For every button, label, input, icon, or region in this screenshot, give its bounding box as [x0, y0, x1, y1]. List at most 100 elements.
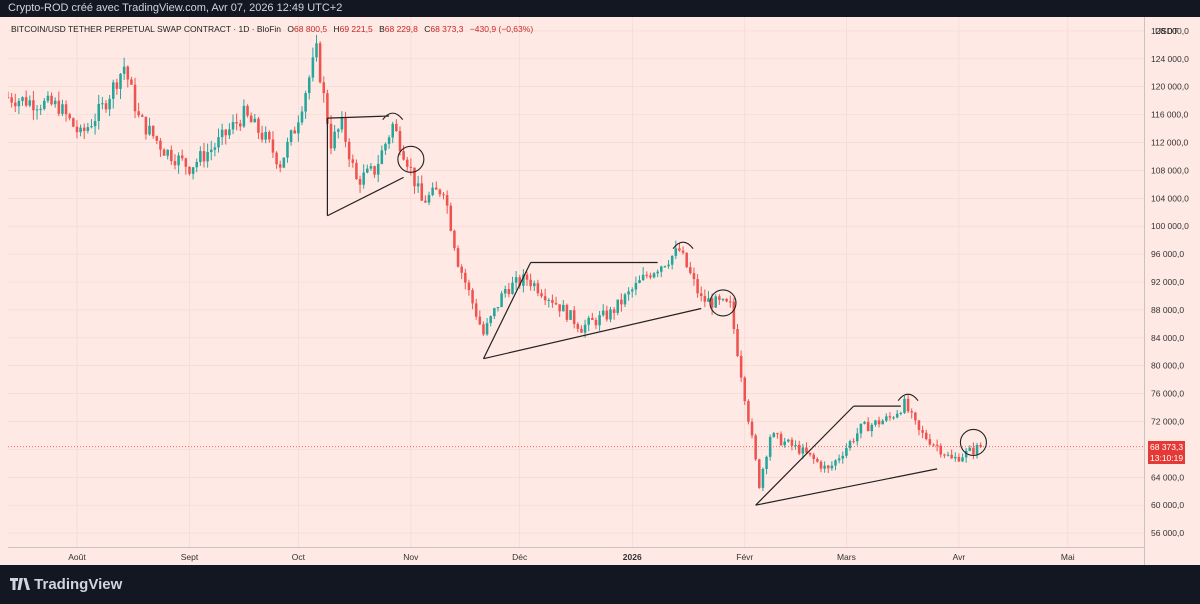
candle-body — [826, 465, 830, 469]
candle-body — [576, 323, 580, 329]
candle-body — [166, 149, 169, 156]
candles — [8, 34, 982, 492]
legend-high-label: H — [333, 24, 340, 34]
candle-body — [681, 250, 685, 253]
time-tick-label: Août — [68, 552, 86, 562]
candle-body — [337, 129, 340, 132]
candle-body — [663, 266, 667, 268]
price-axis[interactable]: USDT 56 000,060 000,064 000,068 000,072 … — [1144, 17, 1200, 565]
candle-body — [623, 294, 627, 305]
candle-body — [235, 122, 238, 124]
candle-body — [503, 289, 507, 294]
candle-body — [500, 293, 503, 308]
grid-lines — [8, 17, 1144, 547]
candle-body — [917, 420, 921, 431]
candle-body — [583, 324, 587, 333]
candle-body — [928, 439, 932, 445]
candle-body — [961, 457, 964, 462]
candle-body — [239, 123, 242, 127]
tradingview-icon — [10, 578, 30, 590]
candle-body — [888, 416, 892, 418]
pattern-vertical-line — [755, 405, 855, 506]
candle-body — [779, 433, 783, 446]
candle-body — [845, 448, 848, 456]
candle-body — [257, 118, 260, 133]
candle-body — [188, 166, 191, 174]
candle-body — [714, 296, 718, 308]
candle-body — [253, 118, 257, 123]
price-tick-label: 56 000,0 — [1151, 528, 1184, 538]
candle-body — [82, 127, 86, 131]
candle-body — [649, 275, 652, 278]
candle-body — [362, 172, 365, 185]
candle-body — [289, 130, 293, 142]
candle-body — [725, 298, 728, 302]
candle-body — [660, 266, 663, 272]
candle-body — [776, 433, 779, 435]
candle-body — [841, 455, 845, 459]
price-tick-label: 84 000,0 — [1151, 333, 1184, 343]
candle-body — [130, 79, 133, 85]
candle-body — [206, 152, 209, 162]
price-tick-label: 112 000,0 — [1151, 138, 1188, 148]
candle-body — [260, 132, 264, 140]
candle-body — [489, 316, 492, 324]
candle-body — [972, 447, 975, 455]
candle-body — [612, 309, 616, 313]
candle-body — [641, 274, 645, 281]
candle-body — [162, 149, 166, 156]
candle-body — [957, 456, 961, 462]
candle-body — [732, 301, 736, 330]
candle-body — [856, 433, 859, 442]
current-price-tag: 68 373,3 — [1148, 440, 1186, 453]
candle-body — [384, 143, 387, 151]
candle-body — [630, 289, 634, 292]
chart-area[interactable]: BITCOIN/USD TETHER PERPETUAL SWAP CONTRA… — [0, 17, 1200, 565]
support-trendline — [483, 307, 702, 360]
candle-body — [180, 155, 184, 159]
candle-body — [424, 200, 427, 203]
candle-body — [137, 111, 140, 116]
candle-body — [551, 299, 554, 304]
currency-label: USDT — [1155, 26, 1179, 36]
price-tick-label: 100 000,0 — [1151, 221, 1189, 231]
candle-body — [474, 303, 478, 317]
candle-body — [35, 109, 39, 111]
legend-high: 69 221,5 — [339, 24, 373, 34]
candle-body — [86, 127, 90, 131]
candle-body — [696, 279, 699, 294]
price-tick-label: 116 000,0 — [1151, 110, 1188, 120]
candle-body — [108, 98, 111, 110]
price-tick-label: 72 000,0 — [1151, 416, 1184, 426]
candle-body — [739, 355, 743, 378]
candle-body — [13, 102, 17, 107]
time-tick-label: Déc — [512, 552, 528, 562]
legend-open-label: O — [287, 24, 294, 34]
price-tick-label: 104 000,0 — [1151, 193, 1189, 203]
candle-body — [634, 283, 638, 290]
price-tick-label: 60 000,0 — [1151, 500, 1184, 510]
candle-body — [830, 465, 834, 469]
candle-body — [834, 460, 837, 466]
candle-body — [249, 115, 253, 123]
candle-body — [565, 304, 569, 320]
candle-body — [598, 315, 601, 326]
candle-body — [155, 136, 159, 141]
candle-body — [532, 283, 536, 287]
candle-body — [453, 230, 456, 249]
candle-body — [699, 293, 703, 296]
legend-close: 68 373,3 — [430, 24, 464, 34]
candle-body — [866, 421, 870, 432]
candle-body — [387, 137, 391, 144]
candle-body — [895, 413, 899, 418]
time-axis[interactable]: Août Sept Oct Nov Déc 2026 Févr Mars Avr Mai — [8, 547, 1144, 566]
candle-body — [620, 299, 623, 305]
candle-body — [286, 141, 289, 158]
candle-body — [964, 450, 968, 458]
candle-body — [910, 411, 913, 413]
price-plot[interactable] — [8, 17, 1144, 547]
candle-body — [837, 458, 841, 461]
candle-body — [347, 141, 351, 160]
candle-body — [122, 66, 126, 74]
candle-body — [743, 377, 747, 402]
